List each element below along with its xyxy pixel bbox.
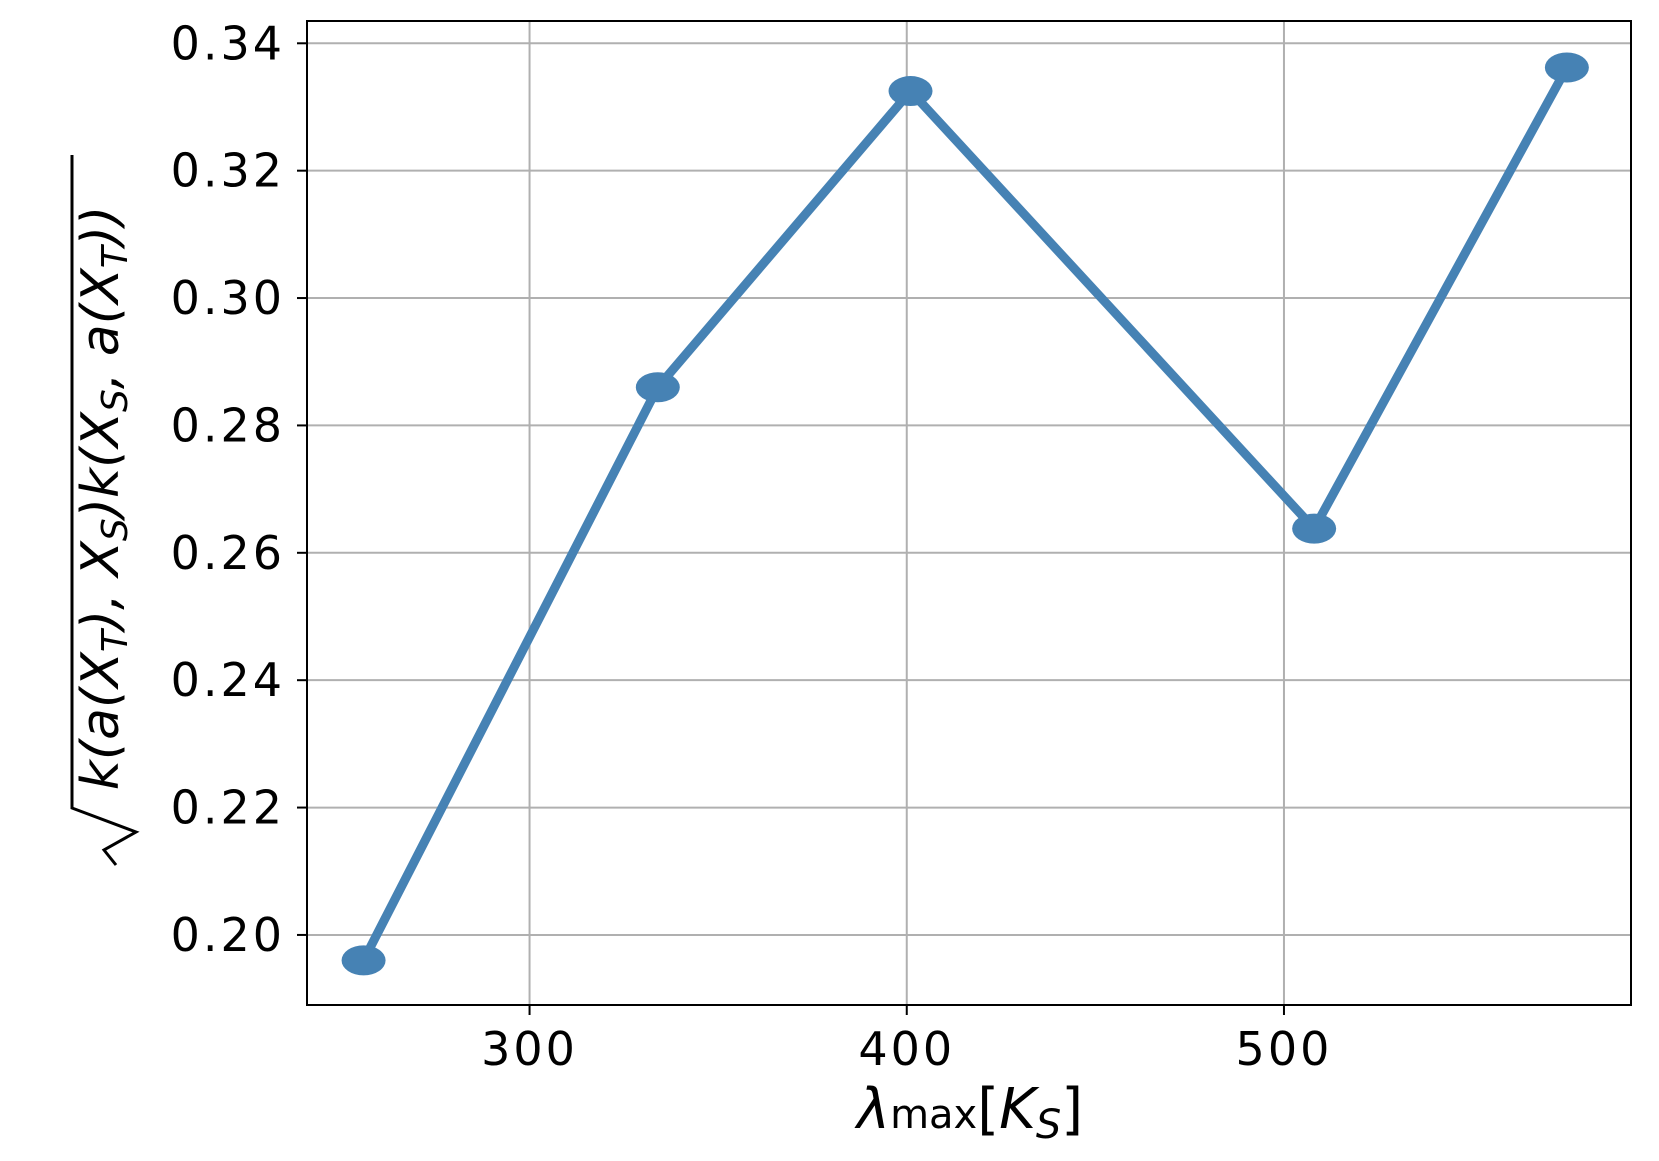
y-axis: 0.20 0.22 0.24 0.26 0.28 0.30 0.32 0.34: [171, 16, 307, 962]
x-axis: 300 400 500: [481, 1005, 1333, 1076]
x-axis-label: λmax[KS]: [854, 1077, 1083, 1148]
y-axis-label: k(a(XT), XS)k(XS, a(XT)): [70, 155, 140, 866]
y-tick-label: 0.28: [171, 398, 285, 452]
y-tick-label: 0.34: [171, 16, 285, 70]
y-tick-label: 0.32: [171, 144, 285, 198]
data-point: [1292, 513, 1337, 544]
data-point: [1544, 52, 1589, 83]
data-point: [888, 76, 933, 107]
y-tick-label: 0.24: [171, 653, 285, 707]
y-tick-label: 0.22: [171, 781, 285, 835]
svg-text:k(a(XT), XS)k(XS, a(XT)): k(a(XT), XS)k(XS, a(XT)): [71, 206, 136, 791]
grid: [307, 21, 1631, 1005]
plot-frame: [306, 20, 1632, 1006]
data-point: [635, 372, 680, 403]
y-tick-label: 0.26: [171, 526, 285, 580]
series-layer: [341, 52, 1589, 976]
x-tick-label: 400: [858, 1022, 955, 1076]
x-tick-label: 300: [481, 1022, 578, 1076]
y-tick-label: 0.20: [171, 908, 285, 962]
x-tick-label: 500: [1236, 1022, 1333, 1076]
radical-sign: [70, 155, 140, 866]
data-point: [341, 945, 386, 976]
y-tick-label: 0.30: [171, 271, 285, 325]
